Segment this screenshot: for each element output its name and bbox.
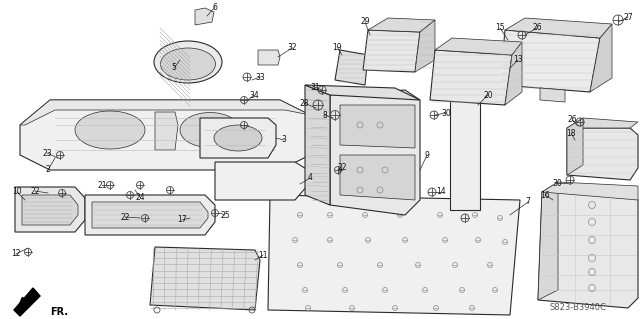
Ellipse shape bbox=[161, 48, 216, 80]
Text: 23: 23 bbox=[42, 149, 52, 158]
Text: 27: 27 bbox=[623, 12, 633, 21]
Polygon shape bbox=[340, 105, 415, 148]
Polygon shape bbox=[542, 182, 638, 200]
Text: 18: 18 bbox=[566, 129, 576, 137]
Text: S823-B3940C: S823-B3940C bbox=[550, 302, 607, 311]
Polygon shape bbox=[363, 30, 420, 72]
Polygon shape bbox=[415, 20, 435, 72]
Text: 28: 28 bbox=[300, 99, 308, 108]
Polygon shape bbox=[200, 118, 276, 158]
Text: 22: 22 bbox=[30, 187, 40, 196]
Text: 24: 24 bbox=[135, 192, 145, 202]
Polygon shape bbox=[155, 112, 178, 150]
Text: 22: 22 bbox=[120, 212, 130, 221]
Text: 5: 5 bbox=[172, 63, 177, 72]
Polygon shape bbox=[305, 85, 330, 205]
Polygon shape bbox=[15, 187, 85, 232]
Text: 29: 29 bbox=[360, 18, 370, 26]
Ellipse shape bbox=[214, 125, 262, 151]
Text: 26: 26 bbox=[567, 115, 577, 124]
Polygon shape bbox=[538, 182, 558, 300]
Ellipse shape bbox=[75, 111, 145, 149]
Polygon shape bbox=[85, 195, 215, 235]
Polygon shape bbox=[215, 162, 308, 200]
Polygon shape bbox=[195, 8, 214, 25]
Text: 30: 30 bbox=[441, 108, 451, 117]
Polygon shape bbox=[20, 100, 310, 125]
Text: 31: 31 bbox=[310, 83, 320, 92]
Polygon shape bbox=[540, 88, 565, 102]
Text: 15: 15 bbox=[495, 24, 505, 33]
Text: 22: 22 bbox=[337, 162, 347, 172]
Text: 6: 6 bbox=[212, 3, 218, 11]
Polygon shape bbox=[92, 202, 208, 228]
Text: 3: 3 bbox=[282, 136, 287, 145]
Text: 32: 32 bbox=[287, 43, 297, 53]
Text: 4: 4 bbox=[308, 174, 312, 182]
Polygon shape bbox=[435, 38, 522, 55]
Text: 19: 19 bbox=[332, 42, 342, 51]
Polygon shape bbox=[450, 95, 480, 210]
Text: FR.: FR. bbox=[50, 307, 68, 317]
Text: 33: 33 bbox=[255, 72, 265, 81]
Text: 26: 26 bbox=[532, 24, 542, 33]
Text: 25: 25 bbox=[220, 211, 230, 219]
Text: 16: 16 bbox=[540, 190, 550, 199]
Polygon shape bbox=[22, 195, 78, 225]
Text: 2: 2 bbox=[45, 166, 51, 174]
Polygon shape bbox=[258, 50, 280, 65]
Text: 14: 14 bbox=[436, 188, 446, 197]
Polygon shape bbox=[20, 100, 310, 170]
Polygon shape bbox=[268, 195, 520, 315]
Text: 10: 10 bbox=[12, 188, 22, 197]
Polygon shape bbox=[340, 155, 415, 200]
Polygon shape bbox=[538, 192, 638, 308]
Polygon shape bbox=[500, 30, 600, 92]
Polygon shape bbox=[590, 24, 612, 92]
Polygon shape bbox=[505, 42, 522, 105]
Ellipse shape bbox=[180, 113, 240, 147]
Polygon shape bbox=[14, 288, 40, 316]
Text: 12: 12 bbox=[12, 249, 20, 258]
Text: 21: 21 bbox=[97, 181, 107, 189]
Polygon shape bbox=[368, 18, 435, 32]
Polygon shape bbox=[567, 128, 638, 180]
Text: 34: 34 bbox=[249, 91, 259, 100]
Ellipse shape bbox=[154, 41, 222, 83]
Text: 17: 17 bbox=[177, 216, 187, 225]
Text: 7: 7 bbox=[525, 197, 531, 206]
Polygon shape bbox=[330, 90, 420, 215]
Polygon shape bbox=[305, 85, 420, 100]
Text: 13: 13 bbox=[513, 56, 523, 64]
Polygon shape bbox=[150, 247, 260, 310]
Text: 11: 11 bbox=[259, 250, 268, 259]
Text: 30: 30 bbox=[552, 179, 562, 188]
Text: 8: 8 bbox=[323, 110, 328, 120]
Text: 20: 20 bbox=[483, 91, 493, 100]
Text: 9: 9 bbox=[424, 151, 429, 160]
Polygon shape bbox=[567, 118, 638, 128]
Polygon shape bbox=[335, 50, 368, 85]
Polygon shape bbox=[430, 50, 512, 105]
Polygon shape bbox=[567, 118, 583, 175]
Polygon shape bbox=[505, 18, 612, 38]
